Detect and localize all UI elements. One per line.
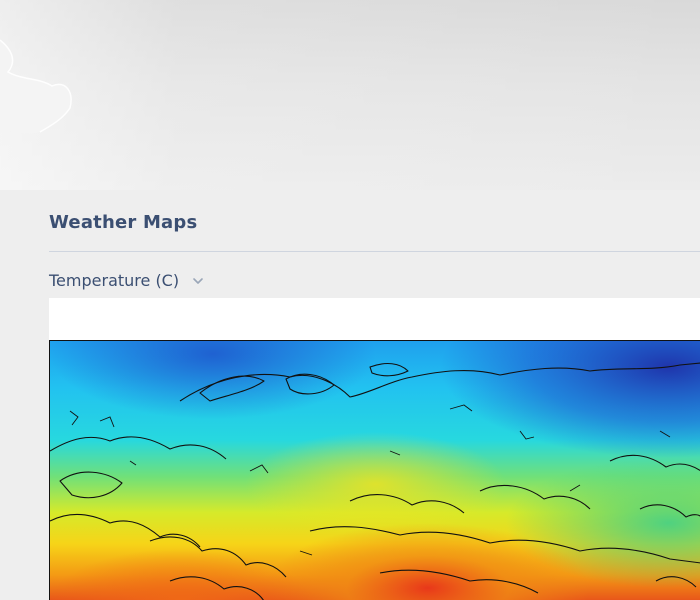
weather-map-card bbox=[49, 298, 700, 600]
hero-background-graphic bbox=[0, 0, 700, 190]
hero-banner bbox=[0, 0, 700, 190]
weather-maps-section: Weather Maps Temperature (C) bbox=[49, 205, 700, 294]
map-type-selected-label: Temperature (C) bbox=[49, 270, 180, 290]
section-title: Weather Maps bbox=[49, 212, 198, 233]
temperature-map[interactable] bbox=[49, 340, 700, 600]
section-divider bbox=[49, 251, 700, 252]
chevron-down-icon[interactable] bbox=[191, 273, 205, 287]
map-type-dropdown[interactable]: Temperature (C) bbox=[49, 266, 700, 294]
temperature-heatmap-image bbox=[50, 341, 700, 600]
